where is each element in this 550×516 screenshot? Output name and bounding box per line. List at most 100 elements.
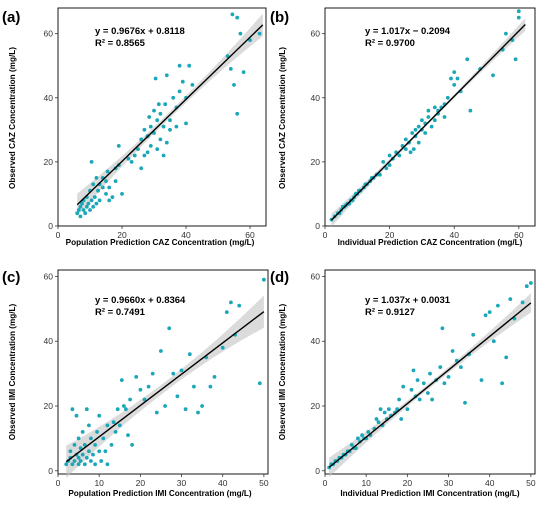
data-point — [76, 455, 81, 460]
plot-frame — [324, 7, 536, 227]
data-point — [167, 326, 172, 331]
data-point — [452, 83, 457, 87]
data-point — [89, 459, 93, 463]
data-point — [378, 172, 382, 177]
x-tick-label: 40 — [181, 230, 191, 240]
data-point — [504, 31, 508, 36]
data-point — [184, 121, 188, 126]
data-point — [152, 108, 156, 113]
data-point — [426, 115, 431, 119]
x-tick-label: 20 — [403, 478, 413, 488]
data-point — [68, 449, 73, 454]
x-tick-label: 20 — [385, 230, 395, 240]
data-point — [415, 378, 420, 382]
data-point — [139, 137, 144, 142]
data-point — [257, 381, 262, 386]
data-point — [111, 420, 116, 425]
data-point — [374, 417, 379, 421]
data-point — [124, 407, 128, 412]
y-axis-title: Observed IMI Concentration (mg/L) — [8, 303, 17, 440]
data-point — [187, 352, 192, 357]
data-point — [83, 211, 88, 216]
data-point — [230, 12, 235, 17]
data-point — [105, 169, 110, 174]
data-point — [471, 332, 476, 337]
data-point — [175, 394, 180, 399]
data-point — [397, 397, 401, 402]
regression-line — [65, 311, 265, 463]
data-point — [410, 131, 415, 135]
data-point — [229, 300, 233, 305]
r-squared-label: R² = 0.9127 — [365, 307, 415, 318]
data-point — [238, 31, 243, 36]
x-tick-label: 40 — [218, 478, 228, 488]
data-point — [416, 124, 421, 129]
data-point — [91, 182, 96, 187]
data-point — [168, 118, 172, 123]
data-point — [212, 375, 217, 379]
data-point — [94, 176, 99, 180]
data-point — [468, 108, 473, 113]
data-point — [516, 9, 521, 14]
data-point — [72, 459, 77, 463]
data-point — [80, 430, 85, 434]
data-point — [107, 185, 112, 190]
data-point — [208, 384, 213, 389]
data-point — [232, 83, 236, 87]
data-point — [438, 365, 443, 369]
data-point — [76, 208, 81, 212]
data-point — [168, 127, 172, 132]
data-point — [93, 443, 97, 447]
data-point — [163, 404, 168, 408]
data-point — [78, 204, 83, 209]
data-point — [159, 349, 163, 353]
data-point — [220, 345, 225, 350]
data-point — [508, 297, 513, 301]
data-point — [378, 407, 383, 412]
data-point — [70, 407, 75, 412]
plot-frame — [324, 269, 536, 475]
y-tick-label: 40 — [311, 93, 321, 103]
data-point — [500, 381, 504, 386]
data-point — [100, 185, 105, 190]
y-tick-label: 0 — [48, 221, 53, 231]
data-point — [109, 443, 114, 447]
data-point — [128, 397, 133, 402]
x-tick-label: 0 — [56, 230, 61, 240]
data-point — [426, 391, 430, 395]
data-point — [81, 208, 86, 212]
plot-frame — [57, 269, 269, 475]
data-point — [155, 118, 160, 123]
data-point — [491, 73, 495, 78]
data-point — [450, 349, 455, 353]
data-point — [97, 198, 102, 203]
data-point — [107, 198, 112, 203]
data-point — [399, 417, 404, 421]
data-point — [228, 67, 233, 71]
data-point — [225, 54, 230, 58]
data-point — [524, 284, 529, 289]
y-axis-title: Observed IMI Concentration (mg/L) — [278, 303, 287, 440]
data-point — [70, 462, 75, 467]
data-point — [432, 118, 437, 123]
x-axis-title: Population Prediction IMI Concentration … — [68, 489, 252, 498]
data-point — [356, 436, 360, 441]
data-point — [74, 413, 79, 418]
data-point — [64, 462, 69, 467]
regression-line — [328, 302, 532, 468]
x-tick-label: 20 — [117, 230, 127, 240]
data-point — [147, 115, 152, 119]
r-squared-label: R² = 0.7491 — [95, 307, 146, 318]
data-point — [360, 433, 364, 437]
data-point — [200, 404, 205, 408]
y-axis-title: Observed CAZ Concentration (mg/L) — [8, 47, 17, 189]
data-point — [120, 192, 124, 196]
data-point — [99, 459, 104, 463]
x-tick-label: 50 — [526, 478, 536, 488]
data-point — [110, 195, 115, 200]
data-point — [421, 381, 426, 386]
data-point — [80, 452, 85, 457]
data-point — [86, 201, 91, 206]
data-point — [177, 89, 182, 94]
